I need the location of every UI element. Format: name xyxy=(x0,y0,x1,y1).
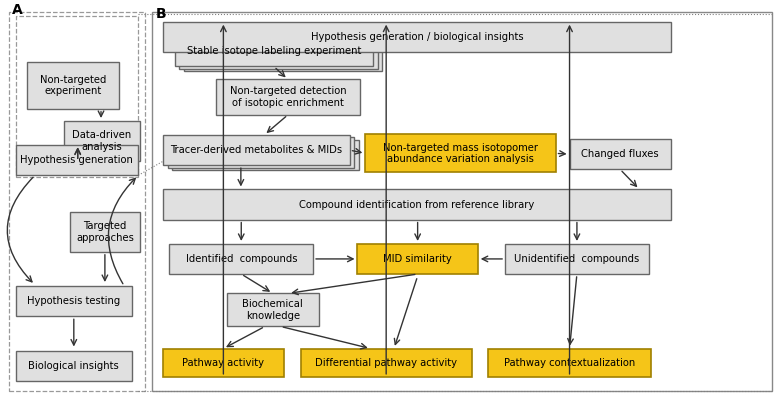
Text: Non-targeted detection
of isotopic enrichment: Non-targeted detection of isotopic enric… xyxy=(229,86,347,108)
FancyBboxPatch shape xyxy=(357,244,478,274)
Text: Hypothesis generation / biological insights: Hypothesis generation / biological insig… xyxy=(311,32,523,42)
Text: A: A xyxy=(12,3,23,17)
Text: Unidentified  compounds: Unidentified compounds xyxy=(514,254,639,264)
FancyBboxPatch shape xyxy=(64,121,140,161)
Text: Stable isotope labeling experiment: Stable isotope labeling experiment xyxy=(186,46,361,56)
FancyBboxPatch shape xyxy=(27,62,119,109)
FancyBboxPatch shape xyxy=(175,36,373,66)
FancyBboxPatch shape xyxy=(184,41,382,71)
Text: Tracer-derived metabolites & MIDs: Tracer-derived metabolites & MIDs xyxy=(170,145,343,155)
Text: Pathway contextualization: Pathway contextualization xyxy=(504,358,635,368)
Text: Hypothesis testing: Hypothesis testing xyxy=(27,296,120,306)
FancyBboxPatch shape xyxy=(16,286,132,316)
Text: Non-targeted
experiment: Non-targeted experiment xyxy=(40,75,106,96)
FancyBboxPatch shape xyxy=(163,22,671,52)
FancyBboxPatch shape xyxy=(227,293,319,326)
FancyBboxPatch shape xyxy=(179,39,378,69)
FancyBboxPatch shape xyxy=(169,244,313,274)
FancyBboxPatch shape xyxy=(488,349,651,377)
FancyBboxPatch shape xyxy=(163,349,284,377)
FancyBboxPatch shape xyxy=(301,349,472,377)
FancyBboxPatch shape xyxy=(365,134,556,172)
Text: Compound identification from reference library: Compound identification from reference l… xyxy=(299,199,535,210)
Text: Data-driven
analysis: Data-driven analysis xyxy=(72,130,131,152)
FancyBboxPatch shape xyxy=(172,140,359,170)
FancyBboxPatch shape xyxy=(168,137,354,168)
Text: B: B xyxy=(155,7,166,21)
Text: Hypothesis generation: Hypothesis generation xyxy=(20,155,134,165)
Text: Biological insights: Biological insights xyxy=(29,361,119,371)
Text: Pathway activity: Pathway activity xyxy=(183,358,264,368)
FancyBboxPatch shape xyxy=(163,135,350,165)
Text: Non-targeted mass isotopomer
abundance variation analysis: Non-targeted mass isotopomer abundance v… xyxy=(383,143,538,164)
FancyBboxPatch shape xyxy=(216,79,360,115)
Text: Changed fluxes: Changed fluxes xyxy=(581,149,659,159)
Text: Identified  compounds: Identified compounds xyxy=(186,254,297,264)
FancyBboxPatch shape xyxy=(70,212,140,252)
FancyBboxPatch shape xyxy=(505,244,649,274)
FancyBboxPatch shape xyxy=(570,139,671,169)
Text: MID similarity: MID similarity xyxy=(383,254,452,264)
FancyBboxPatch shape xyxy=(163,189,671,220)
FancyBboxPatch shape xyxy=(16,351,132,381)
Text: Targeted
approaches: Targeted approaches xyxy=(76,221,134,243)
Text: Biochemical
knowledge: Biochemical knowledge xyxy=(242,299,303,321)
FancyBboxPatch shape xyxy=(16,145,138,175)
Text: Differential pathway activity: Differential pathway activity xyxy=(315,358,457,368)
